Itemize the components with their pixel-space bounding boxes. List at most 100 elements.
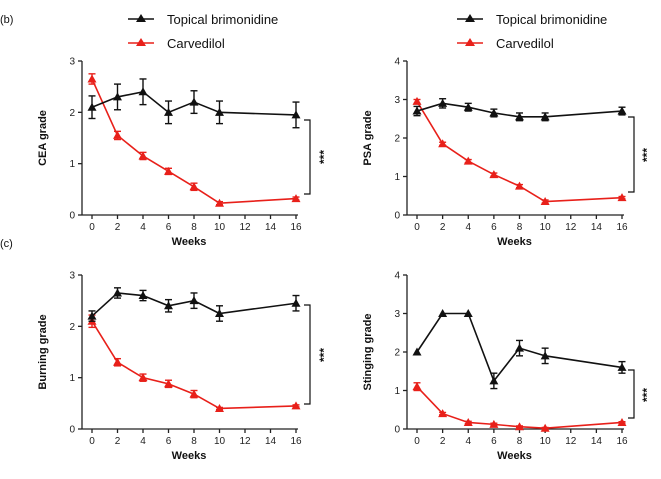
- x-tick-label: 6: [491, 436, 497, 447]
- data-point-topical-brimonidine: [164, 107, 173, 116]
- x-tick-label: 16: [290, 436, 302, 447]
- x-tick-label: 4: [465, 222, 471, 233]
- data-point-topical-brimonidine: [164, 301, 173, 310]
- y-tick-label: 3: [69, 57, 75, 68]
- x-axis-title: Weeks: [497, 450, 532, 462]
- data-point-carvedilol: [215, 403, 224, 412]
- data-point-carvedilol: [113, 357, 122, 366]
- x-tick-label: 10: [540, 222, 552, 233]
- data-point-carvedilol: [463, 417, 473, 426]
- x-tick-label: 6: [166, 436, 172, 447]
- data-point-topical-brimonidine: [215, 309, 224, 317]
- y-tick-label: 2: [69, 108, 75, 119]
- data-point-carvedilol: [412, 96, 422, 105]
- y-tick-label: 4: [394, 57, 400, 68]
- data-point-topical-brimonidine: [515, 112, 524, 121]
- x-tick-label: 10: [214, 436, 226, 447]
- y-tick-label: 0: [69, 211, 75, 222]
- data-point-carvedilol: [515, 181, 524, 190]
- data-point-carvedilol: [87, 74, 97, 83]
- significance-bracket: [628, 116, 635, 193]
- data-point-carvedilol: [412, 382, 422, 391]
- legend-marker-carvedilol: [465, 38, 475, 46]
- significance-label: ***: [640, 388, 654, 402]
- data-point-topical-brimonidine: [291, 110, 301, 119]
- data-point-carvedilol: [463, 156, 473, 165]
- y-axis-title: Burning grade: [37, 314, 49, 389]
- data-point-topical-brimonidine: [438, 98, 448, 107]
- data-point-carvedilol: [438, 409, 448, 418]
- legend-right: Topical brimonidine Carvedilol: [457, 12, 607, 51]
- data-point-topical-brimonidine: [412, 347, 422, 356]
- x-tick-label: 14: [265, 436, 277, 447]
- data-point-topical-brimonidine: [87, 311, 97, 320]
- x-tick-label: 10: [214, 222, 226, 233]
- data-point-topical-brimonidine: [113, 92, 122, 101]
- x-tick-label: 16: [616, 436, 628, 447]
- x-tick-label: 2: [440, 222, 446, 233]
- y-tick-label: 2: [394, 348, 400, 359]
- legend-label-topical: Topical brimonidine: [167, 12, 278, 27]
- x-tick-label: 4: [140, 436, 146, 447]
- data-point-topical-brimonidine: [540, 112, 550, 121]
- y-tick-label: 3: [69, 271, 75, 282]
- significance-label: ***: [317, 348, 331, 362]
- data-point-topical-brimonidine: [138, 87, 148, 96]
- data-point-carvedilol: [515, 422, 524, 431]
- y-tick-label: 2: [394, 134, 400, 145]
- y-tick-label: 1: [69, 159, 75, 170]
- data-point-topical-brimonidine: [189, 97, 199, 106]
- x-axis-title: Weeks: [172, 450, 207, 462]
- y-tick-label: 1: [394, 172, 400, 183]
- x-axis-title: Weeks: [172, 236, 207, 248]
- x-tick-label: 16: [616, 222, 628, 233]
- x-tick-label: 8: [191, 436, 197, 447]
- x-tick-label: 14: [591, 222, 603, 233]
- data-point-carvedilol: [291, 401, 301, 410]
- x-tick-label: 10: [540, 436, 552, 447]
- data-point-topical-brimonidine: [412, 106, 422, 115]
- legend-label-carvedilol: Carvedilol: [167, 36, 225, 51]
- data-point-topical-brimonidine: [138, 291, 148, 300]
- legend-marker-topical: [465, 14, 475, 22]
- y-tick-label: 1: [394, 386, 400, 397]
- data-point-carvedilol: [489, 419, 499, 428]
- data-point-carvedilol: [617, 417, 627, 426]
- x-tick-label: 8: [517, 222, 523, 233]
- legend-label-carvedilol: Carvedilol: [496, 36, 554, 51]
- legend-marker-topical: [136, 14, 146, 22]
- legend-label-topical: Topical brimonidine: [496, 12, 607, 27]
- legend-marker-carvedilol: [136, 38, 146, 46]
- x-tick-label: 4: [465, 436, 471, 447]
- data-point-topical-brimonidine: [489, 376, 499, 385]
- x-tick-label: 0: [89, 222, 95, 233]
- panel-label-c: (c): [0, 238, 13, 250]
- series-line-carvedilol: [416, 386, 623, 430]
- x-tick-label: 12: [565, 222, 577, 233]
- x-tick-label: 6: [491, 222, 497, 233]
- x-tick-label: 2: [115, 222, 121, 233]
- data-point-carvedilol: [489, 170, 499, 179]
- x-tick-label: 12: [239, 222, 251, 233]
- x-tick-label: 0: [89, 436, 95, 447]
- x-tick-label: 12: [565, 436, 577, 447]
- data-point-topical-brimonidine: [113, 288, 122, 297]
- y-axis-title: Stinging grade: [362, 314, 374, 391]
- y-tick-label: 0: [69, 425, 75, 436]
- y-axis-title: CEA grade: [37, 110, 49, 166]
- data-point-carvedilol: [164, 379, 173, 388]
- x-tick-label: 14: [591, 436, 603, 447]
- data-point-carvedilol: [138, 373, 148, 382]
- data-point-carvedilol: [215, 198, 224, 207]
- x-tick-label: 12: [239, 436, 251, 447]
- data-point-topical-brimonidine: [617, 106, 627, 115]
- significance-bracket: [628, 369, 635, 419]
- data-point-topical-brimonidine: [515, 343, 524, 352]
- significance-bracket: [304, 119, 311, 195]
- data-point-carvedilol: [189, 389, 199, 398]
- legend-left: Topical brimonidine Carvedilol: [128, 12, 278, 51]
- x-tick-label: 0: [414, 222, 420, 233]
- data-point-carvedilol: [540, 423, 550, 432]
